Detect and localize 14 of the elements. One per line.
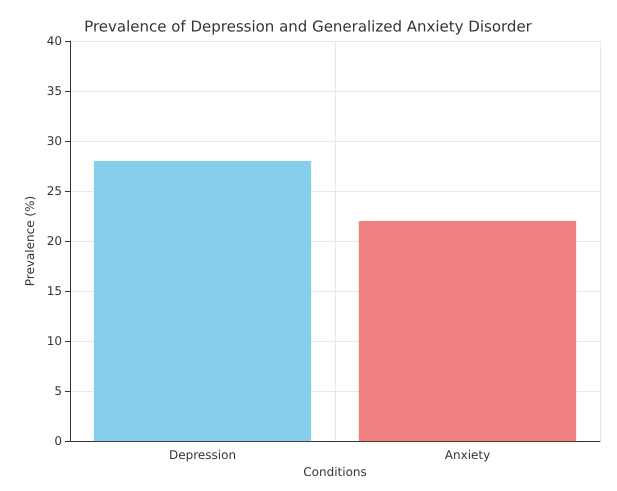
x-axis-title: Conditions bbox=[303, 465, 367, 479]
x-tick-label: Depression bbox=[168, 448, 236, 462]
y-tick-label: 20 bbox=[46, 234, 62, 248]
chart-title: Prevalence of Depression and Generalized Anxiety Disorder bbox=[84, 18, 533, 36]
y-tick-label: 25 bbox=[46, 184, 62, 198]
y-tick-label: 0 bbox=[54, 434, 62, 448]
x-tick-label: Anxiety bbox=[444, 448, 490, 462]
y-tick-label: 5 bbox=[54, 384, 62, 398]
y-tick-label: 10 bbox=[46, 334, 62, 348]
y-tick-label: 30 bbox=[46, 134, 62, 148]
y-tick-label: 15 bbox=[46, 284, 62, 298]
y-axis-title: Prevalence (%) bbox=[22, 196, 37, 286]
y-tick-label: 40 bbox=[46, 34, 62, 48]
y-tick-label: 35 bbox=[46, 84, 62, 98]
